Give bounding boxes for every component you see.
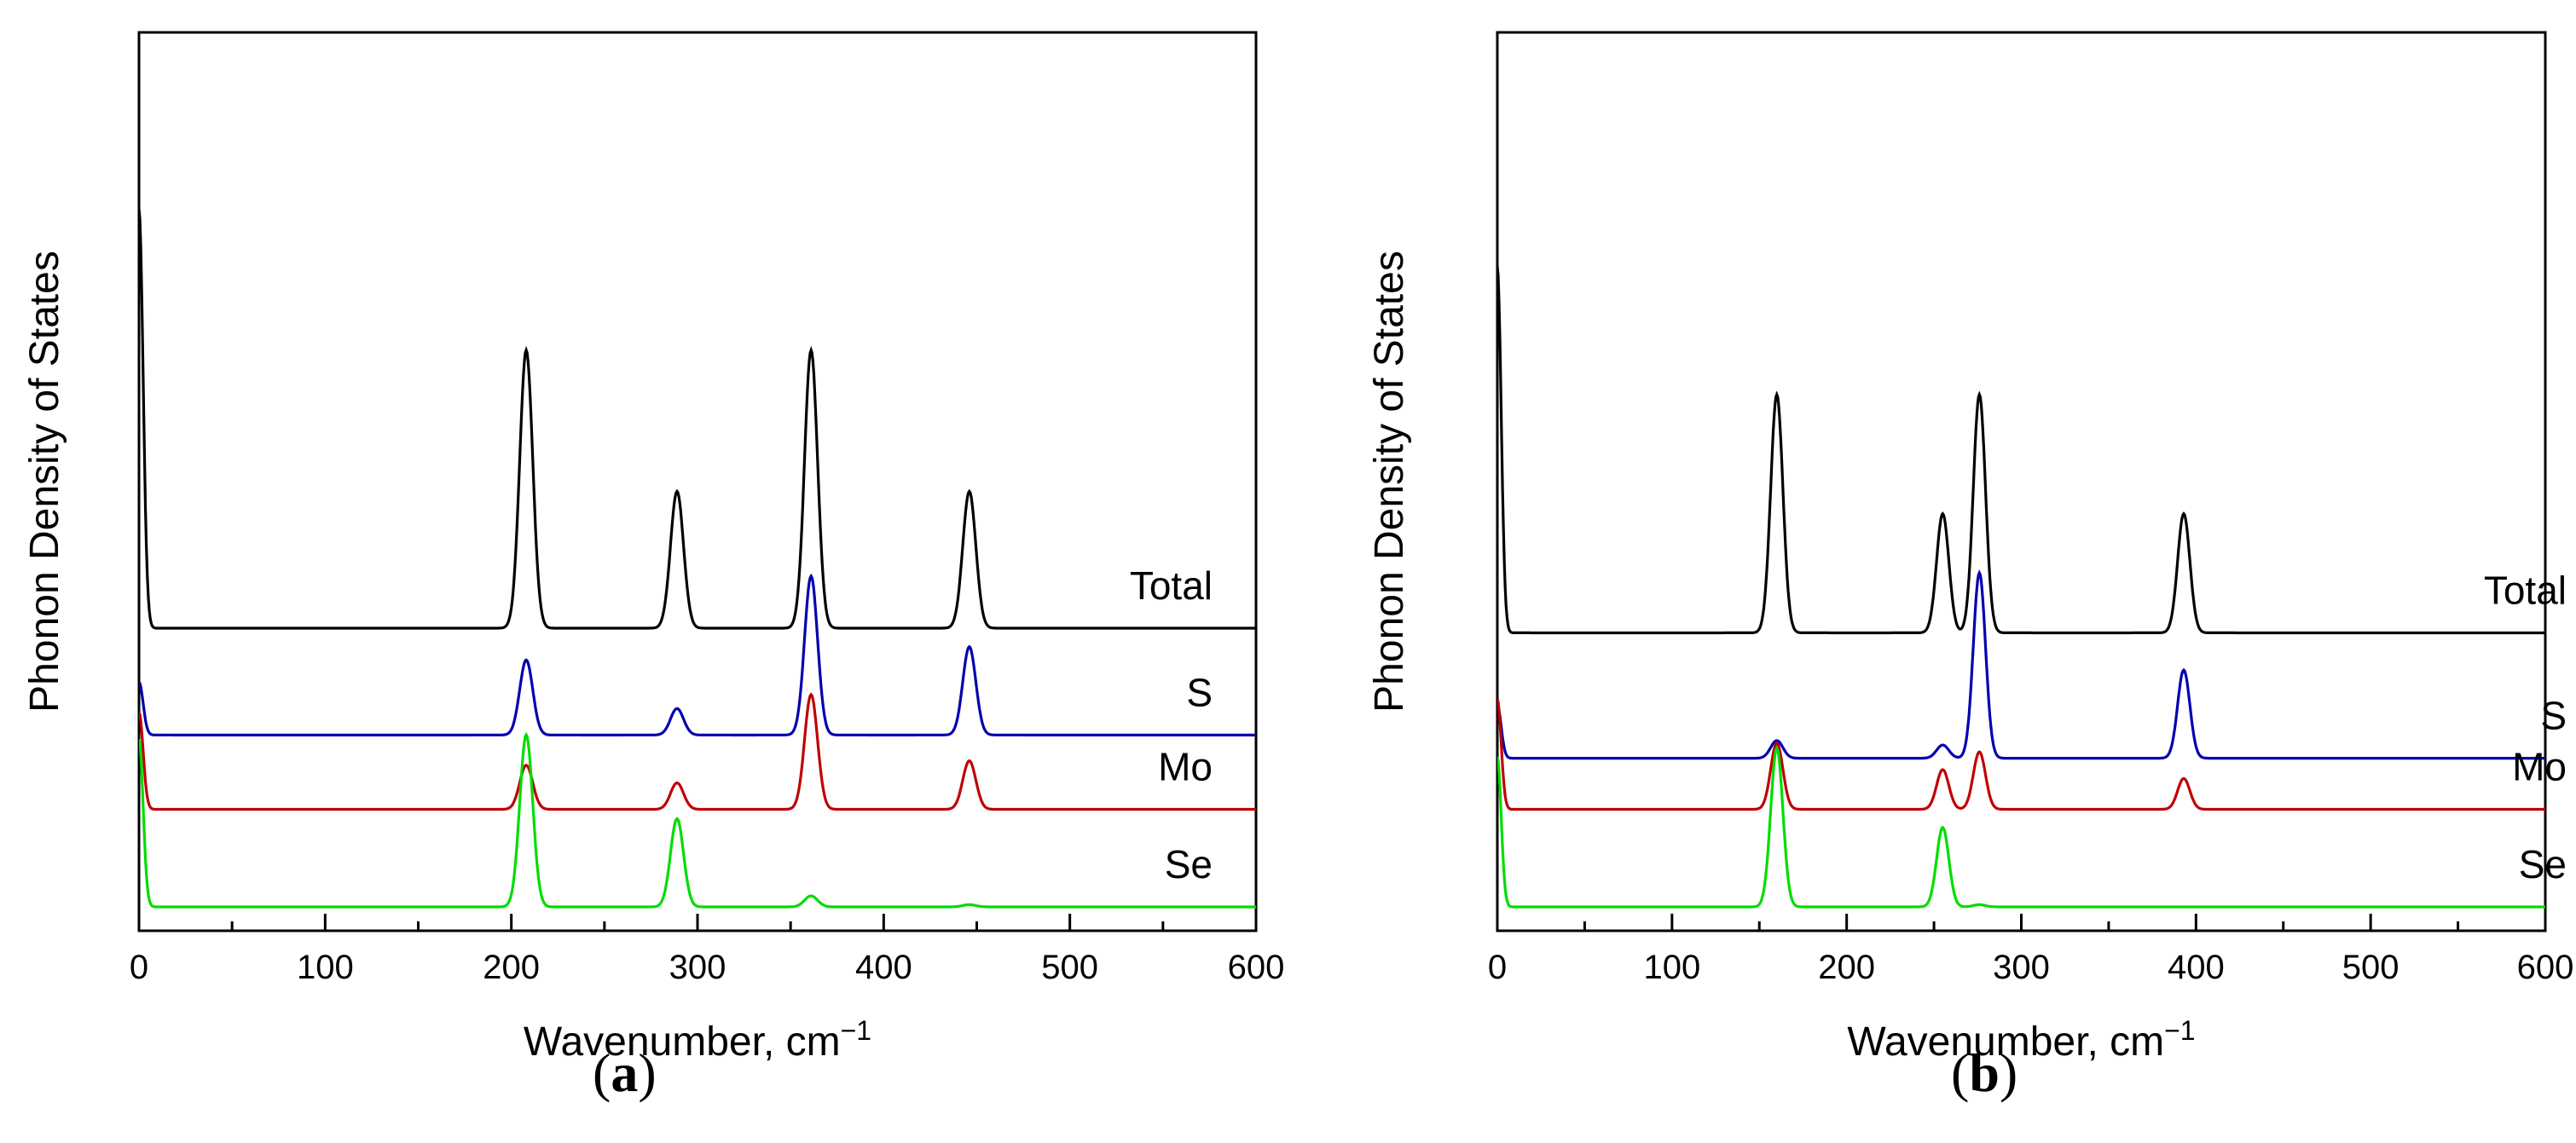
y-axis-label: Phonon Density of States (1367, 251, 1412, 713)
chart-b-svg: 0 100 200 300 400 500 600 Wavenumber, cm−1 Phono… (1367, 31, 2574, 1065)
series-label-se: Se (2519, 842, 2567, 886)
x-tick-label: 400 (855, 949, 912, 986)
x-tick-label: 200 (483, 949, 540, 986)
panel-b-label: b (1969, 1042, 2000, 1103)
series-line-total (1497, 266, 2545, 635)
chart-a-svg: 0 100 200 300 400 500 600 Wavenumber, cm−1 Phono… (22, 31, 1285, 1065)
series-line-s (1497, 569, 2545, 760)
x-tick-label: 400 (2168, 949, 2225, 986)
x-axis-label: Wavenumber, cm−1 (524, 1015, 871, 1065)
y-axis-label: Phonon Density of States (22, 251, 67, 713)
x-tick-label: 100 (297, 949, 354, 986)
series-label-mo: Mo (2512, 745, 2567, 789)
series-label-total: Total (2484, 568, 2567, 612)
chart-panel-b: 0 100 200 300 400 500 600 Wavenumber, cm−1 Phono… (1288, 0, 2576, 1143)
series-label-s: S (1186, 670, 1213, 714)
series-line-mo (139, 692, 1256, 811)
x-tick-label: 0 (1488, 949, 1507, 986)
x-tick-label: 600 (1228, 949, 1285, 986)
series-label-s: S (2540, 694, 2567, 738)
x-axis-label-superscript: −1 (841, 1015, 871, 1046)
x-tick-label: 600 (2517, 949, 2574, 986)
series-line-total (139, 208, 1256, 630)
series-label-se: Se (1165, 842, 1213, 886)
panel-a-label: a (611, 1042, 639, 1103)
x-axis-label: Wavenumber, cm−1 (1847, 1015, 2195, 1065)
series-label-mo: Mo (1158, 745, 1213, 789)
plot-frame (137, 31, 1258, 932)
series-line-se (139, 731, 1256, 909)
x-tick-label: 500 (1041, 949, 1098, 986)
series-line-s (139, 573, 1256, 736)
x-tick-label: 200 (1818, 949, 1875, 986)
plot-frame (1496, 31, 2547, 932)
panel-b-caption: (b) (1951, 1042, 2018, 1103)
series-line-mo (1497, 698, 2545, 811)
x-tick-label: 0 (130, 949, 148, 986)
series-label-total: Total (1130, 563, 1213, 608)
panel-a-caption: (a) (593, 1042, 657, 1103)
chart-panel-a: 0 100 200 300 400 500 600 Wavenumber, cm−1 Phono… (22, 31, 1285, 1103)
x-tick-label: 100 (1643, 949, 1700, 986)
x-tick-label: 300 (1993, 949, 2050, 986)
x-axis-label-superscript: −1 (2164, 1015, 2195, 1046)
x-tick-label: 500 (2342, 949, 2399, 986)
x-tick-label: 300 (669, 949, 726, 986)
series-line-se (1497, 745, 2545, 909)
